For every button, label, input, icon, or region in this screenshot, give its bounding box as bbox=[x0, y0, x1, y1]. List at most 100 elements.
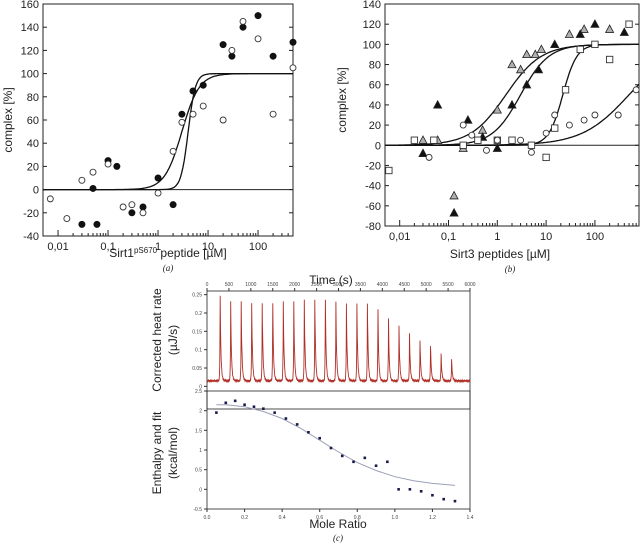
panel-c-ratio-tick-label: 1.0 bbox=[391, 515, 398, 521]
panel-a-point-open-circle bbox=[269, 110, 277, 118]
panel-a-ylabel: complex [%] bbox=[1, 87, 15, 152]
panel-a-point-filled-circle bbox=[239, 23, 247, 31]
panel-c-enthalpy-point bbox=[318, 436, 322, 440]
panel-b-ytick-label: 80 bbox=[369, 60, 381, 72]
panel-b-point-filled-triangle bbox=[522, 79, 532, 89]
panel-a-point-filled-circle bbox=[139, 203, 147, 211]
panel-c-enthalpy-tick-label: -0.5 bbox=[193, 507, 202, 513]
panel-a-point-filled-circle bbox=[219, 41, 227, 49]
panel-a-point-open-circle bbox=[239, 17, 247, 25]
panel-a-ytick-label: 60 bbox=[27, 115, 39, 127]
panel-a-ytick-label: 40 bbox=[27, 138, 39, 150]
panel-c-enthalpy-point bbox=[252, 405, 256, 409]
panel-a-point-filled-circle bbox=[178, 110, 186, 118]
panel-b-point-open-square bbox=[576, 45, 584, 54]
panel-a-point-open-circle bbox=[63, 215, 71, 223]
panel-c-enthalpy-point bbox=[363, 456, 367, 460]
panel-b-point-open-circle bbox=[517, 136, 525, 144]
panel-c-enthalpy-point bbox=[419, 490, 423, 493]
panel-c-enthalpy-point bbox=[352, 460, 355, 464]
panel-c-rate-tick-label: 0 bbox=[199, 384, 202, 390]
panel-c-heat-rate-trace bbox=[206, 295, 471, 384]
panel-a-point-open-circle bbox=[78, 176, 86, 184]
panel-c-ratio-tick-label: 1.4 bbox=[467, 515, 474, 521]
panel-b-fit-curve-4 bbox=[385, 83, 640, 146]
panel-b-point-gray-triangle bbox=[449, 190, 459, 200]
panel-b-point-open-circle bbox=[425, 153, 433, 161]
panel-c-ratio-tick-label: 1.2 bbox=[429, 515, 436, 521]
panel-c-time-tick-label: 6000 bbox=[464, 282, 475, 288]
panel-b-point-gray-triangle bbox=[492, 104, 502, 114]
panel-b-caption: (b) bbox=[505, 264, 516, 274]
panel-b-point-open-circle bbox=[551, 111, 559, 119]
panel-b-point-open-circle bbox=[527, 148, 535, 156]
panel-a-point-open-circle bbox=[46, 195, 54, 203]
panel-a-ytick-label: -20 bbox=[23, 208, 39, 220]
panel-c-rate-tick-label: 0.25 bbox=[192, 293, 202, 299]
panel-a-point-filled-circle bbox=[169, 201, 177, 209]
panel-a-point-filled-circle bbox=[228, 52, 236, 60]
panel-a-xlabel: Sirt1pS670 peptide [µM] bbox=[109, 246, 226, 261]
panel-a-point-open-circle bbox=[199, 102, 207, 110]
panel-a-point-filled-circle bbox=[254, 12, 262, 20]
panel-a-point-filled-circle bbox=[78, 220, 86, 228]
panel-c-caption: (c) bbox=[333, 533, 343, 543]
panel-c-enthalpy-point bbox=[224, 401, 228, 405]
panel-a-point-filled-circle bbox=[154, 174, 162, 182]
panel-c-ratio-tick-label: 0.2 bbox=[241, 515, 248, 521]
panel-b-point-open-square bbox=[561, 86, 570, 94]
panel-b-point-open-circle bbox=[542, 129, 550, 137]
panel-b-ytick-label: -80 bbox=[365, 221, 381, 233]
panel-a-fit-curve-1 bbox=[43, 72, 293, 191]
panel-c-rate-tick-label: 0.1 bbox=[195, 348, 202, 354]
panel-a-fit-curve-2 bbox=[43, 72, 293, 191]
panel-b-xtick-label: 0,1 bbox=[441, 231, 456, 243]
panel-b-ytick-label: 60 bbox=[369, 80, 381, 92]
panel-b-ytick-label: 100 bbox=[363, 39, 381, 51]
panel-a-point-open-circle bbox=[104, 160, 112, 168]
panel-b-point-filled-triangle bbox=[507, 99, 517, 109]
panel-a-point-open-circle bbox=[254, 35, 262, 43]
panel-b-point-filled-triangle bbox=[433, 99, 443, 109]
panel-c-time-tick-label: 500 bbox=[225, 282, 234, 288]
panel-b-point-filled-triangle bbox=[619, 27, 629, 36]
panel-c-enthalpy-point bbox=[233, 399, 237, 403]
panel-a-caption: (a) bbox=[163, 263, 174, 273]
panel-c-time-tick-label: 5500 bbox=[443, 282, 454, 288]
panel-b-point-open-square bbox=[527, 141, 536, 149]
panel-a-point-open-circle bbox=[219, 116, 227, 124]
panel-c-enthalpy-point bbox=[374, 464, 378, 468]
panel-c-enthalpy-point bbox=[397, 488, 400, 491]
panel-b-ytick-label: 20 bbox=[369, 120, 381, 132]
panel-c-enthalpy-tick-label: 0.5 bbox=[195, 468, 202, 474]
panel-a-point-filled-circle bbox=[189, 87, 197, 95]
panel-b-point-gray-triangle bbox=[579, 24, 589, 33]
panel-a-point-filled-circle bbox=[289, 38, 297, 46]
panel-a-xtick-label: 1 bbox=[155, 241, 161, 253]
panel-c-time-tick-label: 5000 bbox=[421, 282, 432, 288]
panel-c-rate-tick-label: 0.2 bbox=[195, 311, 202, 317]
panel-c-rate-tick-label: 0.05 bbox=[192, 366, 202, 372]
panel-a-point-open-circle bbox=[178, 118, 186, 126]
panel-b-point-filled-triangle bbox=[449, 207, 459, 217]
panel-b-point-open-circle bbox=[614, 111, 622, 119]
panel-c-enthalpy-tick-label: 1.5 bbox=[195, 428, 202, 434]
panel-c-time-tick-label: 1000 bbox=[245, 282, 256, 288]
panel-a-point-filled-circle bbox=[89, 184, 97, 192]
panel-b-point-open-square bbox=[410, 136, 419, 144]
panel-c-enthalpy-point bbox=[284, 417, 288, 420]
panel-b-point-filled-triangle bbox=[590, 19, 600, 28]
panel-b-point-filled-triangle bbox=[533, 64, 544, 74]
panel-a-ytick-label: -40 bbox=[23, 231, 39, 243]
panel-b-ylabel: complex [%] bbox=[335, 67, 349, 132]
panel-b-xtick-label: 0,01 bbox=[389, 231, 410, 243]
panel-b-point-open-square bbox=[542, 153, 550, 162]
panel-c-enthalpy-point bbox=[340, 454, 344, 458]
panel-a-ytick-label: 100 bbox=[21, 69, 39, 81]
panel-b-point-gray-triangle bbox=[604, 24, 615, 33]
panel-b-xtick-label: 10 bbox=[540, 231, 552, 243]
panel-b-point-open-square bbox=[508, 136, 516, 144]
panel-b-xtick-label: 1 bbox=[494, 231, 500, 243]
panel-a-point-filled-circle bbox=[128, 209, 136, 217]
